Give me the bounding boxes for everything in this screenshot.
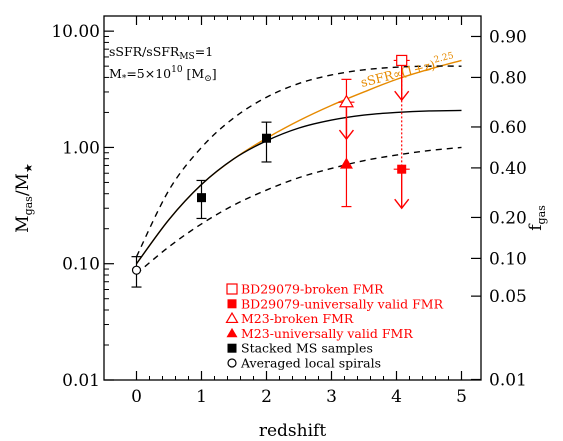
model-curve-2 bbox=[135, 109, 462, 265]
legend-marker bbox=[227, 358, 237, 368]
annotation-mass-sup: 10 bbox=[171, 65, 183, 75]
ylabel-right-sub: gas bbox=[535, 205, 548, 225]
ylabel-left-main: M bbox=[13, 215, 33, 232]
ylabel-left-sub1: gas bbox=[22, 196, 35, 216]
model-curve-4 bbox=[136, 146, 462, 275]
series-5-point-1 bbox=[397, 164, 407, 174]
series-6-point-1-upper-limit-arrow-head bbox=[394, 90, 410, 102]
x-tick-label: 0 bbox=[131, 387, 142, 407]
legend-marker bbox=[225, 311, 239, 324]
y-tick-label-left: 1.00 bbox=[62, 138, 100, 158]
legend-marker bbox=[226, 283, 238, 295]
annotation-mass-sub2: ⊙ bbox=[204, 74, 212, 84]
x-tick-label: 1 bbox=[196, 387, 207, 407]
legend-label: M23-universally valid FMR bbox=[241, 326, 413, 341]
legend-marker bbox=[226, 327, 238, 338]
annotation-mass-sub: * bbox=[122, 74, 127, 84]
annotation-mass-d: ] bbox=[212, 66, 217, 81]
y-axis-label-right: fgas bbox=[526, 205, 548, 231]
curve-label-sup: 2.25 bbox=[433, 51, 455, 66]
legend-label: Stacked MS samples bbox=[241, 341, 373, 356]
x-tick-label: 3 bbox=[326, 387, 337, 407]
series-2-point-2 bbox=[262, 133, 271, 143]
y-tick-label-right: 0.60 bbox=[489, 118, 527, 138]
annotation-ssfr-sub: MS bbox=[179, 52, 194, 62]
x-axis-label: redshift bbox=[259, 421, 326, 441]
y-tick-label-right: 0.10 bbox=[489, 249, 527, 269]
y-tick-label-right: 0.40 bbox=[489, 159, 527, 179]
series-1-point-1 bbox=[131, 265, 142, 275]
annotation-ssfr-b: =1 bbox=[195, 44, 213, 59]
legend-label: BD29079-universally valid FMR bbox=[241, 296, 444, 311]
series-6-point-1 bbox=[396, 54, 408, 67]
y-tick-label-left: 0.10 bbox=[62, 255, 100, 275]
curves-layer bbox=[135, 59, 462, 275]
y-axis-label-left: Mgas/M★ bbox=[13, 163, 35, 233]
axis-ticks: 0 1 2 3 4 5 0.01 0.10 1.00 10.00 0.01 0.05 0.10 0.20 0… bbox=[51, 16, 527, 407]
legend-marker bbox=[227, 299, 237, 309]
series-4-point-1-upper-limit-arrow-head bbox=[338, 129, 355, 141]
ylabel-left-mid: /M bbox=[13, 173, 33, 196]
x-tick-label: 5 bbox=[456, 387, 467, 407]
y-tick-label-right: 0.80 bbox=[489, 68, 527, 88]
model-curve-3 bbox=[135, 65, 462, 257]
legend-label: Averaged local spirals bbox=[240, 356, 381, 371]
series-3-point-1 bbox=[339, 157, 353, 169]
y-tick-label-left: 0.01 bbox=[62, 371, 100, 391]
data-marks-layer bbox=[131, 54, 410, 288]
y-tick-label-right: 0.90 bbox=[489, 27, 527, 47]
annotation-ssfr-a: sSFR/sSFR bbox=[109, 44, 180, 59]
curve-label-ssfr: sSFR∝(1+z)2.25 bbox=[359, 51, 457, 90]
model-curve-1 bbox=[135, 59, 462, 265]
legend-label: M23-broken FMR bbox=[241, 311, 354, 326]
annotation-mass-a: M bbox=[109, 66, 122, 81]
y-tick-label-right: 0.20 bbox=[489, 208, 527, 228]
annotation-mass: M*=5×1010 [M⊙] bbox=[109, 65, 217, 84]
legend-marker bbox=[227, 343, 237, 353]
x-tick-label: 2 bbox=[261, 387, 272, 407]
annotation-mass-b: =5×10 bbox=[126, 66, 171, 81]
y-tick-label-right: 0.05 bbox=[489, 287, 527, 307]
ylabel-left-sub2: ★ bbox=[22, 163, 35, 173]
x-tick-label: 4 bbox=[391, 387, 402, 407]
series-5-point-1-upper-limit-arrow-head bbox=[394, 198, 410, 210]
series-4-point-1 bbox=[338, 94, 354, 108]
ylabel-right-main: f bbox=[526, 223, 546, 231]
annotation-ssfr: sSFR/sSFRMS=1 bbox=[109, 44, 213, 62]
y-tick-label-right: 0.01 bbox=[489, 370, 527, 390]
y-tick-label-left: 10.00 bbox=[51, 22, 100, 42]
series-2-point-1 bbox=[197, 193, 206, 203]
legend-label: BD29079-broken FMR bbox=[241, 282, 384, 297]
annotation-mass-c: [M bbox=[183, 66, 205, 81]
